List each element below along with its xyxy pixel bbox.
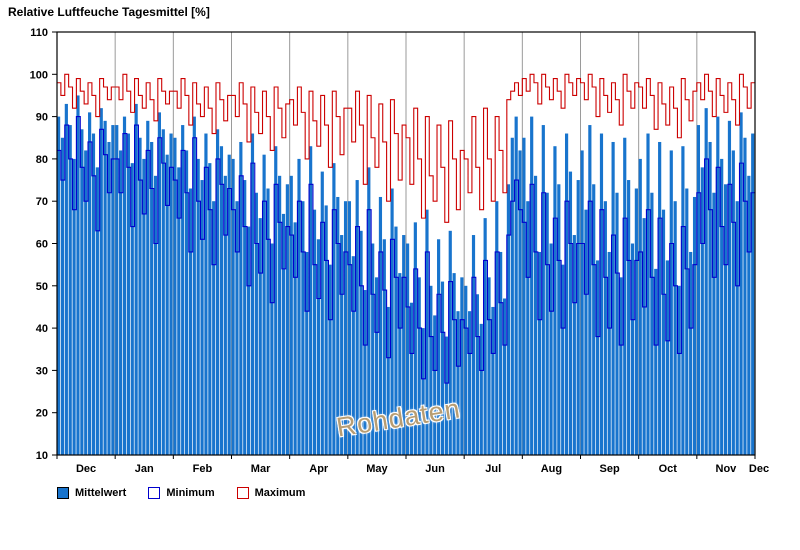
- svg-text:Jul: Jul: [485, 463, 501, 475]
- svg-text:Dec: Dec: [749, 463, 769, 475]
- svg-text:Feb: Feb: [193, 463, 213, 475]
- svg-text:Jun: Jun: [425, 463, 445, 475]
- svg-text:20: 20: [36, 408, 48, 420]
- svg-text:Jan: Jan: [135, 463, 154, 475]
- y-axis-labels: 10 20 30 40 50 60 70 80 90 100 110: [30, 27, 57, 462]
- maximum-step-line: [57, 73, 755, 223]
- svg-text:10: 10: [36, 450, 48, 462]
- svg-text:Nov: Nov: [716, 463, 738, 475]
- mittelwert-swatch-icon: [57, 487, 69, 499]
- legend-item-mittelwert: Mittelwert: [57, 487, 126, 499]
- x-axis-labels: Dec Jan Feb Mar Apr May Jun Jul Aug Sep Oct Nov Dec: [56, 455, 769, 475]
- svg-text:Apr: Apr: [309, 463, 329, 475]
- mittelwert-bars: [57, 95, 755, 456]
- svg-text:60: 60: [36, 239, 48, 251]
- svg-text:90: 90: [36, 112, 48, 124]
- chart-legend: Mittelwert Minimum Maximum: [57, 487, 305, 499]
- svg-text:Dec: Dec: [76, 463, 96, 475]
- chart-title: Relative Luftfeuche Tagesmittel [%]: [8, 5, 210, 19]
- svg-text:Sep: Sep: [599, 463, 619, 475]
- svg-text:30: 30: [36, 365, 48, 377]
- legend-label-minimum: Minimum: [166, 487, 215, 499]
- svg-text:110: 110: [30, 27, 48, 39]
- svg-text:100: 100: [30, 69, 48, 81]
- svg-text:80: 80: [36, 154, 48, 166]
- legend-item-maximum: Maximum: [236, 487, 306, 499]
- svg-text:Mar: Mar: [251, 463, 271, 475]
- minimum-swatch-icon: [148, 487, 161, 499]
- legend-label-maximum: Maximum: [254, 487, 306, 499]
- minimum-step-line: [57, 116, 755, 384]
- legend-label-mittelwert: Mittelwert: [75, 487, 127, 499]
- svg-text:May: May: [366, 463, 388, 475]
- svg-text:50: 50: [36, 281, 48, 293]
- svg-text:70: 70: [36, 196, 48, 208]
- svg-text:40: 40: [36, 323, 48, 335]
- svg-text:Aug: Aug: [541, 463, 562, 475]
- svg-text:Oct: Oct: [659, 463, 678, 475]
- legend-item-minimum: Minimum: [148, 487, 215, 499]
- maximum-swatch-icon: [236, 487, 249, 499]
